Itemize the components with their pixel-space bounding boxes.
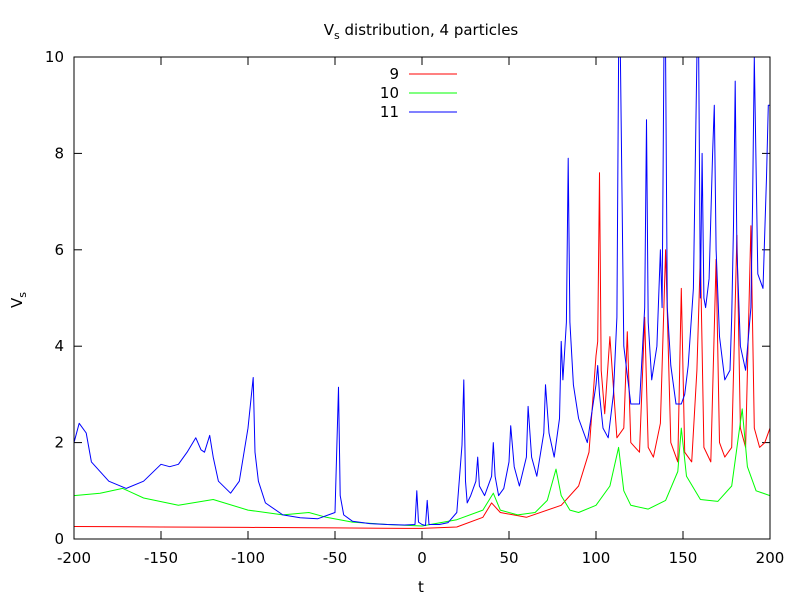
series-line-9	[74, 172, 770, 529]
y-tick-label: 4	[54, 337, 64, 355]
y-axis-label: Vs	[8, 292, 29, 308]
x-tick-label: 100	[582, 549, 611, 567]
legend-label-11: 11	[380, 103, 399, 121]
x-axis-label: t	[418, 578, 424, 596]
series-line-11	[74, 57, 770, 526]
y-tick-label: 6	[54, 241, 64, 259]
y-tick-label: 0	[54, 530, 64, 548]
y-tick-label: 10	[45, 48, 64, 66]
x-tick-label: -200	[57, 549, 91, 567]
x-tick-label: -50	[323, 549, 348, 567]
series-line-10	[74, 408, 770, 527]
y-tick-label: 2	[54, 434, 64, 452]
x-tick-label: 150	[669, 549, 698, 567]
axis-ticks: -200 -150 -100 -50 0 50 100 150 200 0 2 4 6 8 10	[45, 48, 784, 567]
plot-frame	[73, 56, 771, 540]
chart-title: Vs distribution, 4 particles	[324, 21, 519, 42]
legend-label-9: 9	[389, 65, 399, 83]
legend-label-10: 10	[380, 84, 399, 102]
y-tick-label: 8	[54, 144, 64, 162]
x-tick-label: 200	[756, 549, 785, 567]
x-tick-label: -150	[144, 549, 178, 567]
plot-area	[74, 57, 770, 529]
x-tick-label: 0	[417, 549, 427, 567]
x-tick-label: -100	[231, 549, 265, 567]
x-tick-label: 50	[499, 549, 518, 567]
